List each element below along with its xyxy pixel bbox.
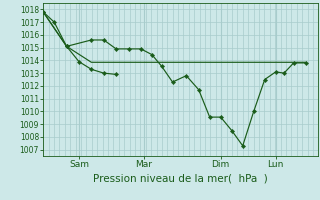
X-axis label: Pression niveau de la mer(  hPa  ): Pression niveau de la mer( hPa ) [93, 173, 268, 183]
